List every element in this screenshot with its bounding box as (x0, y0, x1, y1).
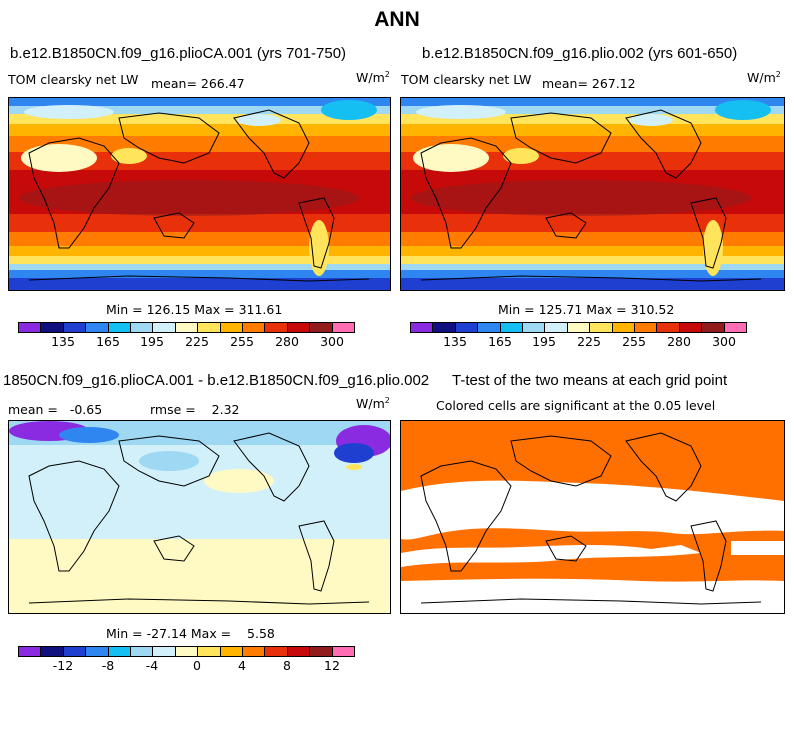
panel3-minmax: Min = -27.14 Max = 5.58 (106, 626, 275, 641)
panel3-tick: 8 (283, 658, 291, 673)
panel1-variable: TOM clearsky net LW (8, 72, 139, 87)
colorbar-swatch (455, 323, 479, 332)
panel3-tick: 12 (324, 658, 340, 673)
panel3-field (9, 421, 390, 613)
panel1-tick: 135 (51, 334, 75, 349)
panel4-title: T-test of the two means at each grid poi… (452, 372, 728, 389)
panel1-title: b.e12.B1850CN.f09_g16.plioCA.001 (yrs 70… (10, 45, 347, 62)
panel2-tick: 165 (488, 334, 512, 349)
colorbar-swatch (175, 647, 199, 656)
colorbar-swatch (567, 323, 591, 332)
colorbar-swatch (19, 647, 42, 656)
panel2-tick: 300 (712, 334, 736, 349)
colorbar-swatch (19, 323, 42, 332)
panel2-mean: mean= 267.12 (542, 76, 636, 91)
panel2-tick: 135 (443, 334, 467, 349)
panel4-subtitle: Colored cells are significant at the 0.0… (436, 398, 716, 413)
panel1-field (9, 98, 390, 290)
colorbar-swatch (265, 647, 288, 656)
colorbar-swatch (287, 323, 311, 332)
colorbar-swatch (478, 323, 501, 332)
colorbar-swatch (86, 323, 109, 332)
colorbar-swatch (523, 323, 546, 332)
colorbar-swatch (220, 647, 244, 656)
panel2-field (401, 98, 784, 290)
panel3-rmse: rmse = 2.32 (150, 402, 240, 417)
colorbar-swatch (545, 323, 568, 332)
colorbar-swatch (198, 323, 221, 332)
panel3-tick: 0 (193, 658, 201, 673)
panel4-map (400, 420, 785, 614)
panel4-field (401, 421, 784, 613)
colorbar-swatch (41, 647, 64, 656)
panel1-mean: mean= 266.47 (151, 76, 245, 91)
colorbar-swatch (332, 647, 355, 656)
colorbar-swatch (679, 323, 703, 332)
panel1-colorbar (18, 322, 355, 333)
colorbar-swatch (657, 323, 680, 332)
colorbar-swatch (220, 323, 244, 332)
colorbar-swatch (612, 323, 636, 332)
panel2-minmax: Min = 125.71 Max = 310.52 (498, 302, 675, 317)
colorbar-swatch (411, 323, 434, 332)
panel2-tick: 225 (577, 334, 601, 349)
colorbar-swatch (332, 323, 355, 332)
panel1-tick: 195 (140, 334, 164, 349)
colorbar-swatch (63, 647, 87, 656)
panel2-variable: TOM clearsky net LW (401, 72, 532, 87)
panel1-tick: 255 (230, 334, 254, 349)
panel3-title: 1850CN.f09_g16.plioCA.001 - b.e12.B1850C… (3, 372, 430, 389)
panel2-units: W/m2 (747, 70, 781, 86)
colorbar-swatch (724, 323, 747, 332)
panel3-units: W/m2 (356, 396, 390, 412)
panel1-map (8, 97, 391, 291)
colorbar-swatch (175, 323, 199, 332)
panel2-colorbar (410, 322, 747, 333)
panel3-colorbar (18, 646, 355, 657)
panel1-tick: 280 (275, 334, 299, 349)
panel1-tick: 225 (185, 334, 209, 349)
colorbar-swatch (500, 323, 524, 332)
colorbar-swatch (243, 323, 266, 332)
colorbar-swatch (108, 323, 132, 332)
panel3-map (8, 420, 391, 614)
panel3-tick: 4 (238, 658, 246, 673)
figure-title: ANN (374, 8, 420, 31)
colorbar-swatch (310, 647, 333, 656)
colorbar-swatch (86, 647, 109, 656)
colorbar-swatch (41, 323, 64, 332)
panel2-tick: 255 (622, 334, 646, 349)
colorbar-swatch (702, 323, 725, 332)
panel2-tick: 195 (532, 334, 556, 349)
panel3-tick: -8 (101, 658, 115, 673)
colorbar-swatch (433, 323, 456, 332)
panel1-tick: 165 (96, 334, 120, 349)
colorbar-swatch (131, 647, 154, 656)
colorbar-swatch (265, 323, 288, 332)
panel1-minmax: Min = 126.15 Max = 311.61 (106, 302, 283, 317)
colorbar-swatch (131, 323, 154, 332)
panel3-tick: -12 (52, 658, 74, 673)
panel2-title: b.e12.B1850CN.f09_g16.plio.002 (yrs 601-… (422, 45, 738, 62)
panel2-tick: 280 (667, 334, 691, 349)
colorbar-swatch (287, 647, 311, 656)
panel3-tick: -4 (145, 658, 159, 673)
colorbar-swatch (590, 323, 613, 332)
panel2-map (400, 97, 785, 291)
panel1-units: W/m2 (356, 70, 390, 86)
colorbar-swatch (108, 647, 132, 656)
colorbar-swatch (63, 323, 87, 332)
colorbar-swatch (153, 323, 176, 332)
panel1-tick: 300 (320, 334, 344, 349)
panel3-mean: mean = -0.65 (8, 402, 103, 417)
colorbar-swatch (635, 323, 658, 332)
colorbar-swatch (153, 647, 176, 656)
colorbar-swatch (243, 647, 266, 656)
colorbar-swatch (198, 647, 221, 656)
colorbar-swatch (310, 323, 333, 332)
